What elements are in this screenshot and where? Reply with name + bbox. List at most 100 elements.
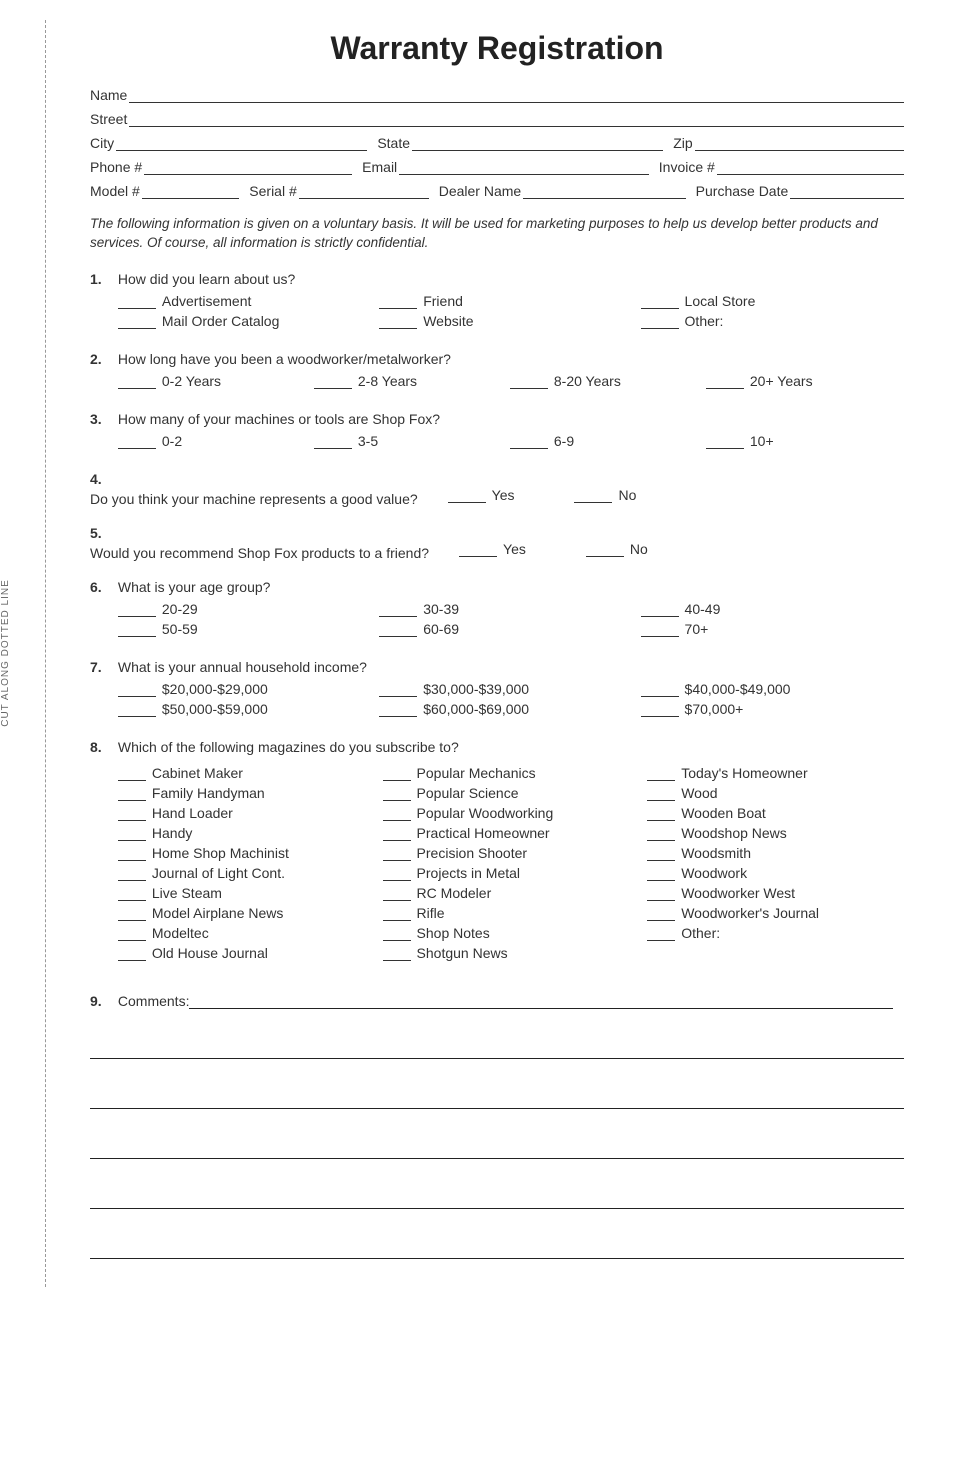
input-street[interactable] [129, 113, 904, 127]
mag-precision-shooter[interactable]: Precision Shooter [383, 845, 638, 861]
comment-line-3[interactable] [90, 1069, 904, 1109]
input-name[interactable] [129, 89, 904, 103]
mag-popular-woodworking[interactable]: Popular Woodworking [383, 805, 638, 821]
input-model[interactable] [142, 185, 239, 199]
q8-text: Which of the following magazines do you … [118, 739, 459, 755]
row-model-serial-dealer-date: Model # Serial # Dealer Name Purchase Da… [90, 183, 904, 199]
cut-label: CUT ALONG DOTTED LINE [0, 580, 11, 728]
mag-family-handyman[interactable]: Family Handyman [118, 785, 373, 801]
q2-opt-20plus[interactable]: 20+ Years [706, 373, 902, 389]
q6-opt-60-69[interactable]: 60-69 [379, 621, 640, 637]
comment-line-2[interactable] [90, 1019, 904, 1059]
mag-model-airplane-news[interactable]: Model Airplane News [118, 905, 373, 921]
mag-other[interactable]: Other: [647, 925, 902, 941]
comment-line-4[interactable] [90, 1119, 904, 1159]
q2-opt-8-20[interactable]: 8-20 Years [510, 373, 706, 389]
q7-opt-30k[interactable]: $30,000-$39,000 [379, 681, 640, 697]
input-phone[interactable] [144, 161, 352, 175]
questions-list: How did you learn about us? Advertisemen… [90, 271, 904, 1259]
comment-line-6[interactable] [90, 1219, 904, 1259]
q7-opt-60k[interactable]: $60,000-$69,000 [379, 701, 640, 717]
mag-popular-science[interactable]: Popular Science [383, 785, 638, 801]
q9: Comments: [90, 983, 904, 1259]
mag-wood[interactable]: Wood [647, 785, 902, 801]
q3: How many of your machines or tools are S… [90, 411, 904, 453]
q2: How long have you been a woodworker/meta… [90, 351, 904, 393]
comment-line-5[interactable] [90, 1169, 904, 1209]
input-state[interactable] [412, 137, 663, 151]
mag-popular-mechanics[interactable]: Popular Mechanics [383, 765, 638, 781]
label-phone: Phone # [90, 159, 142, 175]
mag-journal-light-cont[interactable]: Journal of Light Cont. [118, 865, 373, 881]
mag-woodworker-west[interactable]: Woodworker West [647, 885, 902, 901]
mag-woodshop-news[interactable]: Woodshop News [647, 825, 902, 841]
q1-opt-advertisement[interactable]: Advertisement [118, 293, 379, 309]
label-name: Name [90, 87, 127, 103]
q1-opt-friend[interactable]: Friend [379, 293, 640, 309]
q7-opt-70k[interactable]: $70,000+ [641, 701, 902, 717]
mag-rc-modeler[interactable]: RC Modeler [383, 885, 638, 901]
mag-shotgun-news[interactable]: Shotgun News [383, 945, 638, 961]
row-phone-email-invoice: Phone # Email Invoice # [90, 159, 904, 175]
q7-opt-40k[interactable]: $40,000-$49,000 [641, 681, 902, 697]
mag-hand-loader[interactable]: Hand Loader [118, 805, 373, 821]
q1-opt-local-store[interactable]: Local Store [641, 293, 902, 309]
mag-cabinet-maker[interactable]: Cabinet Maker [118, 765, 373, 781]
mag-modeltec[interactable]: Modeltec [118, 925, 373, 941]
mag-shop-notes[interactable]: Shop Notes [383, 925, 638, 941]
q2-opt-0-2[interactable]: 0-2 Years [118, 373, 314, 389]
q6-text: What is your age group? [118, 579, 271, 595]
mag-woodworkers-journal[interactable]: Woodworker's Journal [647, 905, 902, 921]
input-purchase-date[interactable] [790, 185, 904, 199]
input-city[interactable] [116, 137, 367, 151]
input-invoice[interactable] [717, 161, 904, 175]
mag-projects-in-metal[interactable]: Projects in Metal [383, 865, 638, 881]
q1-text: How did you learn about us? [118, 271, 295, 287]
mag-live-steam[interactable]: Live Steam [118, 885, 373, 901]
label-model: Model # [90, 183, 140, 199]
input-serial[interactable] [299, 185, 429, 199]
mag-handy[interactable]: Handy [118, 825, 373, 841]
q3-opt-0-2[interactable]: 0-2 [118, 433, 314, 449]
dotted-cut-line [45, 20, 46, 1287]
mag-woodwork[interactable]: Woodwork [647, 865, 902, 881]
label-city: City [90, 135, 114, 151]
comment-line-1[interactable] [189, 993, 893, 1009]
label-serial: Serial # [249, 183, 296, 199]
mag-practical-homeowner[interactable]: Practical Homeowner [383, 825, 638, 841]
row-name: Name [90, 87, 904, 103]
q6-opt-50-59[interactable]: 50-59 [118, 621, 379, 637]
mag-home-shop-machinist[interactable]: Home Shop Machinist [118, 845, 373, 861]
intro-text: The following information is given on a … [90, 215, 904, 253]
q6-opt-40-49[interactable]: 40-49 [641, 601, 902, 617]
q5-opt-yes[interactable]: Yes [459, 541, 526, 557]
row-street: Street [90, 111, 904, 127]
mag-old-house-journal[interactable]: Old House Journal [118, 945, 373, 961]
q4: Do you think your machine represents a g… [90, 471, 904, 507]
q4-opt-yes[interactable]: Yes [448, 487, 515, 503]
q7-opt-50k[interactable]: $50,000-$59,000 [118, 701, 379, 717]
q1-opt-website[interactable]: Website [379, 313, 640, 329]
q1-opt-mail-order[interactable]: Mail Order Catalog [118, 313, 379, 329]
q2-opt-2-8[interactable]: 2-8 Years [314, 373, 510, 389]
q4-opt-no[interactable]: No [574, 487, 636, 503]
mag-woodsmith[interactable]: Woodsmith [647, 845, 902, 861]
q4-text: Do you think your machine represents a g… [90, 491, 418, 507]
q7-opt-20k[interactable]: $20,000-$29,000 [118, 681, 379, 697]
input-zip[interactable] [695, 137, 904, 151]
mag-rifle[interactable]: Rifle [383, 905, 638, 921]
q6-opt-20-29[interactable]: 20-29 [118, 601, 379, 617]
input-dealer[interactable] [523, 185, 685, 199]
q1-opt-other[interactable]: Other: [641, 313, 902, 329]
q3-opt-3-5[interactable]: 3-5 [314, 433, 510, 449]
q6-opt-30-39[interactable]: 30-39 [379, 601, 640, 617]
q3-opt-6-9[interactable]: 6-9 [510, 433, 706, 449]
q6-opt-70plus[interactable]: 70+ [641, 621, 902, 637]
q5-opt-no[interactable]: No [586, 541, 648, 557]
magazine-grid: Cabinet Maker Family Handyman Hand Loade… [118, 765, 902, 965]
q3-opt-10plus[interactable]: 10+ [706, 433, 902, 449]
q6: What is your age group? 20-29 30-39 40-4… [90, 579, 904, 641]
mag-todays-homeowner[interactable]: Today's Homeowner [647, 765, 902, 781]
mag-wooden-boat[interactable]: Wooden Boat [647, 805, 902, 821]
input-email[interactable] [399, 161, 649, 175]
